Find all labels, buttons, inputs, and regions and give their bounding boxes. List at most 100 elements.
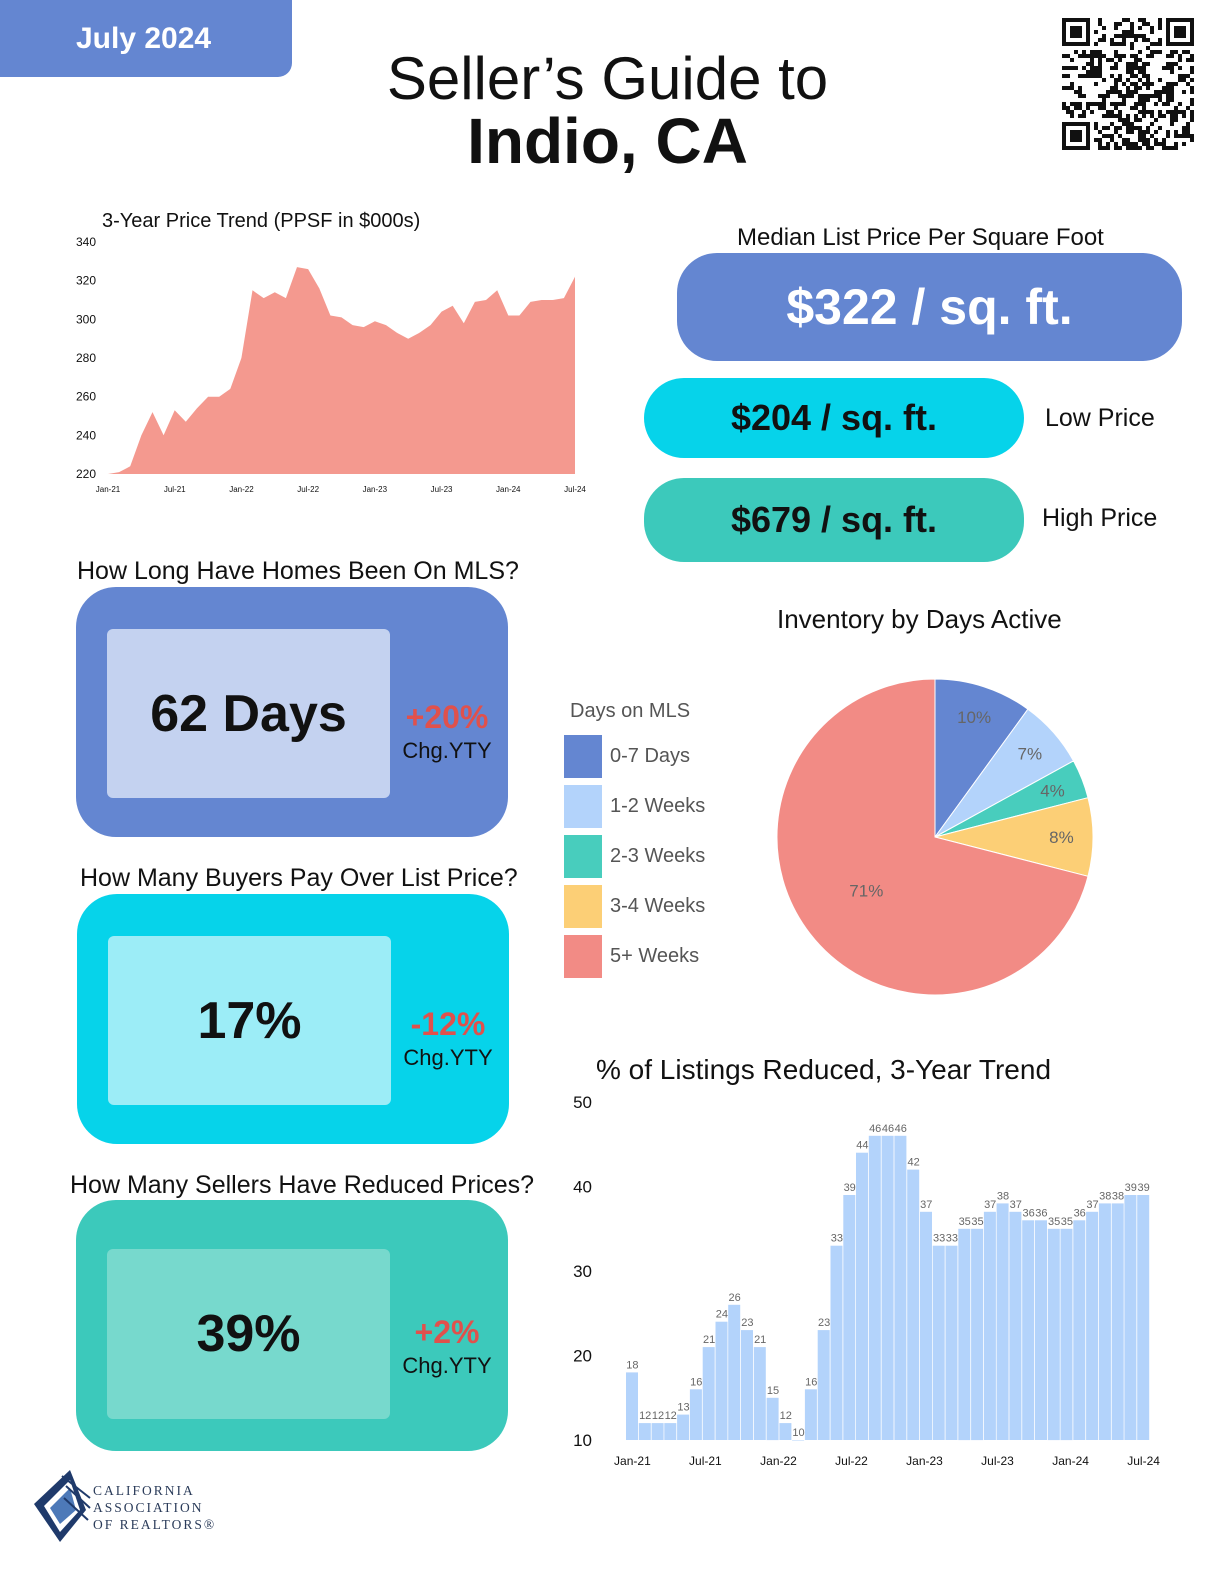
bar-value-label: 12 (652, 1410, 664, 1422)
bar (868, 1135, 881, 1440)
bar-value-label: 18 (626, 1359, 638, 1371)
price-y-tick: 220 (76, 467, 96, 481)
price-trend-title: 3-Year Price Trend (PPSF in $000s) (102, 210, 421, 232)
car-logo-text: CALIFORNIA ASSOCIATION OF REALTORS® (93, 1482, 216, 1533)
date-badge: July 2024 (0, 0, 292, 77)
bar (664, 1423, 677, 1440)
legend-item: 1-2 Weeks (564, 785, 705, 828)
bar (626, 1372, 638, 1440)
median-price-value: $322 / sq. ft. (786, 279, 1073, 335)
bar-value-label: 37 (1086, 1199, 1098, 1211)
high-price-pill: $679 / sq. ft. (644, 478, 1024, 562)
reduced-change-value: +2% (414, 1314, 480, 1350)
bar-value-label: 21 (703, 1334, 715, 1346)
low-price-label: Low Price (1045, 404, 1155, 432)
bar (920, 1211, 932, 1440)
high-price-value: $679 / sq. ft. (730, 499, 938, 540)
over-list-change-label: Chg.YTY (403, 1045, 493, 1070)
bar (932, 1245, 945, 1440)
bar (753, 1347, 766, 1440)
bar-value-label: 38 (1099, 1190, 1111, 1202)
price-y-tick: 240 (76, 428, 96, 442)
high-price-label: High Price (1042, 504, 1158, 532)
bar-x-tick: Jan-21 (614, 1454, 651, 1468)
bar (1098, 1203, 1111, 1440)
bar (856, 1152, 868, 1440)
bar-value-label: 15 (767, 1385, 779, 1397)
price-x-tick: Jul-22 (297, 485, 319, 494)
bar-value-label: 44 (856, 1140, 868, 1152)
bar (971, 1228, 984, 1441)
price-trend-chart: 220 240 260 280 300 320 340 Jan-21 Jul-21 Jan-22 J… (76, 235, 586, 494)
bar-value-label: 21 (754, 1334, 766, 1346)
pie-slice (776, 678, 1089, 996)
bar-x-tick: Jul-24 (1127, 1454, 1160, 1468)
legend-label: 0-7 Days (610, 745, 691, 767)
bar-value-label: 37 (1010, 1199, 1022, 1211)
legend-swatch (564, 935, 602, 978)
bar (677, 1414, 690, 1440)
low-price-pill: $204 / sq. ft. (644, 378, 1024, 458)
price-y-tick: 280 (76, 351, 96, 365)
over-list-card: 17% -12% Chg.YTY (77, 894, 509, 1144)
reduced-card: 39% +2% Chg.YTY (76, 1200, 508, 1451)
bar-x-tick: Jan-24 (1052, 1454, 1089, 1468)
legend-title: Days on MLS (570, 700, 691, 722)
legend-item: 3-4 Weeks (564, 885, 705, 928)
bar (1035, 1220, 1047, 1440)
mls-days-title: How Long Have Homes Been On MLS? (77, 557, 519, 585)
bar-value-label: 35 (1048, 1216, 1060, 1228)
reduced-trend-title: % of Listings Reduced, 3-Year Trend (596, 1054, 1052, 1085)
pie-slice-label: 7% (1018, 744, 1043, 763)
qr-code-icon[interactable] (1062, 18, 1194, 150)
bar (881, 1135, 894, 1440)
logo-line3: OF REALTORS® (93, 1517, 217, 1532)
legend-swatch (564, 835, 602, 878)
bar (830, 1245, 843, 1440)
reduced-title: How Many Sellers Have Reduced Prices? (70, 1171, 535, 1199)
price-x-tick: Jan-23 (363, 485, 388, 494)
legend-swatch (564, 885, 602, 928)
bar-value-label: 46 (869, 1123, 881, 1135)
bar (1060, 1228, 1073, 1441)
bar (1009, 1211, 1022, 1440)
bar-value-label: 35 (971, 1216, 983, 1228)
bar-y-tick: 10 (573, 1431, 592, 1450)
mls-days-change-label: Chg.YTY (402, 738, 492, 763)
bar (702, 1347, 715, 1440)
over-list-change-value: -12% (410, 1006, 486, 1042)
bar-value-label: 39 (1137, 1182, 1149, 1194)
bar (1137, 1195, 1150, 1440)
bar-value-label: 24 (716, 1309, 728, 1321)
price-y-tick: 320 (76, 274, 96, 288)
bar-value-label: 38 (1112, 1190, 1124, 1202)
bar (1086, 1211, 1099, 1440)
price-x-tick: Jul-21 (164, 485, 186, 494)
logo-line1: CALIFORNIA (93, 1483, 195, 1498)
bar (1022, 1220, 1035, 1440)
bar (1073, 1220, 1086, 1440)
bar-value-label: 16 (805, 1376, 817, 1388)
bar-value-label: 26 (728, 1292, 740, 1304)
bar-value-label: 23 (741, 1317, 753, 1329)
price-y-tick: 300 (76, 312, 96, 326)
bar-x-tick: Jul-23 (981, 1454, 1014, 1468)
bar-value-label: 36 (1074, 1207, 1086, 1219)
car-logo-icon (34, 1470, 91, 1542)
bar (1047, 1228, 1060, 1441)
bar-value-label: 37 (920, 1199, 932, 1211)
median-price-pill: $322 / sq. ft. (677, 253, 1182, 361)
price-area (108, 267, 575, 474)
bar-value-label: 33 (933, 1233, 945, 1245)
price-x-tick: Jul-23 (431, 485, 453, 494)
bar (804, 1389, 817, 1440)
bar (817, 1330, 830, 1440)
bar (1124, 1195, 1137, 1440)
legend-label: 2-3 Weeks (610, 845, 706, 867)
bar-value-label: 36 (1022, 1207, 1034, 1219)
bar-value-label: 46 (882, 1123, 894, 1135)
bar-value-label: 12 (780, 1410, 792, 1422)
bar-value-label: 16 (690, 1376, 702, 1388)
bar-y-tick: 40 (573, 1178, 592, 1197)
bar-value-label: 12 (665, 1410, 677, 1422)
